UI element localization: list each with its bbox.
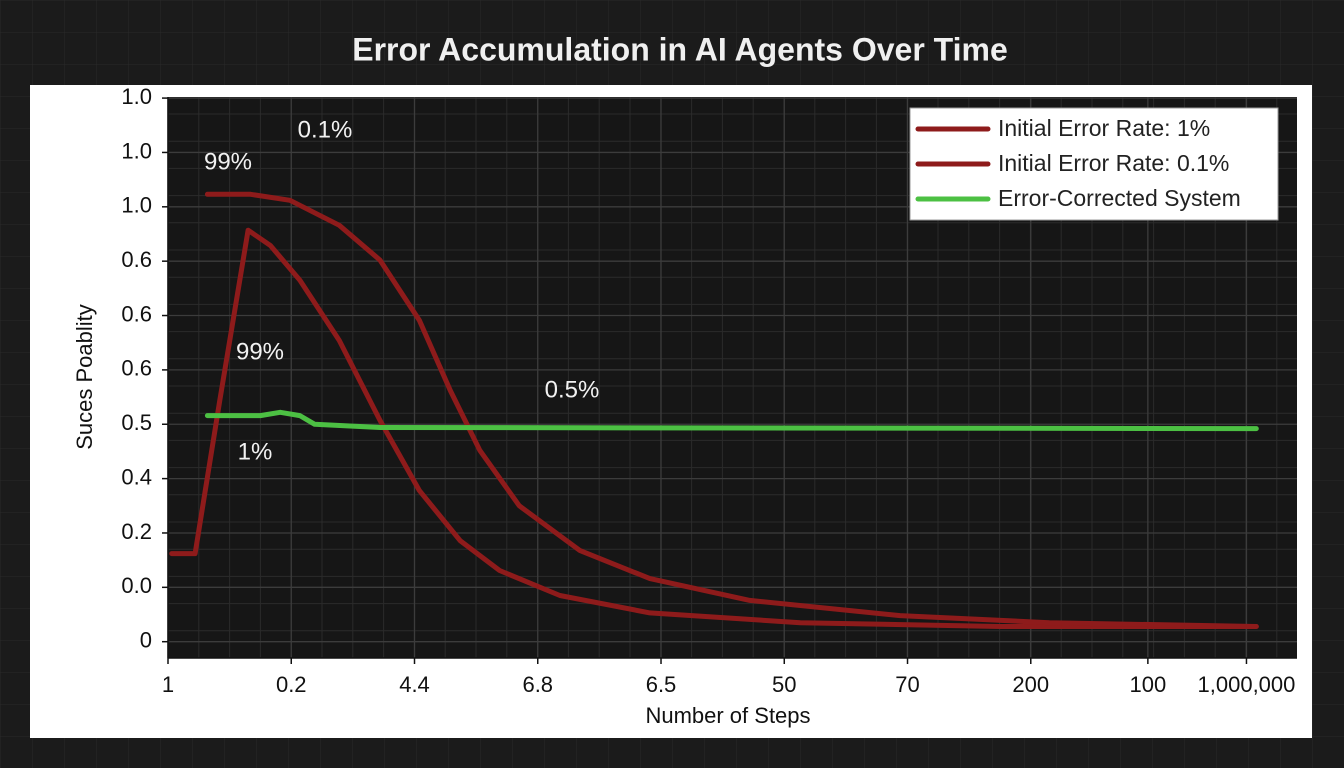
annotations: 0.1% 99% 99% 0.5% 1%	[204, 116, 599, 465]
x-axis-label: Number of Steps	[645, 703, 810, 728]
legend-label: Initial Error Rate: 0.1%	[998, 150, 1229, 176]
x-tick-label: 0.2	[276, 672, 307, 697]
y-tick-label: 1.0	[121, 84, 152, 109]
series-line	[169, 227, 1259, 629]
annotation: 1%	[238, 438, 273, 465]
y-tick-label: 0.6	[121, 301, 152, 326]
annotation: 99%	[236, 338, 284, 365]
x-tick-label: 1	[162, 672, 174, 697]
x-tick-label: 1,000,000	[1198, 672, 1296, 697]
y-tick-label: 0.6	[121, 247, 152, 272]
y-tick-label: 0.6	[121, 356, 152, 381]
annotation: 99%	[204, 148, 252, 175]
legend-label: Initial Error Rate: 1%	[998, 115, 1210, 141]
annotation: 0.1%	[298, 116, 353, 143]
series-line	[204, 191, 1259, 629]
y-tick-label: 1.0	[121, 193, 152, 218]
x-tick-label: 6.8	[522, 672, 553, 697]
lines	[169, 191, 1259, 629]
y-tick-label: 0.0	[121, 573, 152, 598]
legend-label: Error-Corrected System	[998, 185, 1241, 211]
x-tick-label: 4.4	[399, 672, 430, 697]
x-tick-label: 70	[895, 672, 919, 697]
y-axis-label: Suces Poablity	[72, 304, 97, 450]
y-tick-label: 0.4	[121, 464, 152, 489]
legend: Initial Error Rate: 1% Initial Error Rate…	[909, 107, 1279, 221]
y-tick-label: 1.0	[121, 138, 152, 163]
x-tick-label: 6.5	[646, 672, 677, 697]
x-tick-label: 100	[1130, 672, 1167, 697]
chart-title: Error Accumulation in AI Agents Over Tim…	[352, 31, 1008, 67]
annotation: 0.5%	[545, 376, 600, 403]
y-tick-label: 0.2	[121, 519, 152, 544]
y-tick-label: 0	[140, 628, 152, 653]
y-tick-label: 0.5	[121, 410, 152, 435]
x-tick-label: 200	[1012, 672, 1049, 697]
series-line	[204, 409, 1259, 432]
x-tick-label: 50	[772, 672, 796, 697]
